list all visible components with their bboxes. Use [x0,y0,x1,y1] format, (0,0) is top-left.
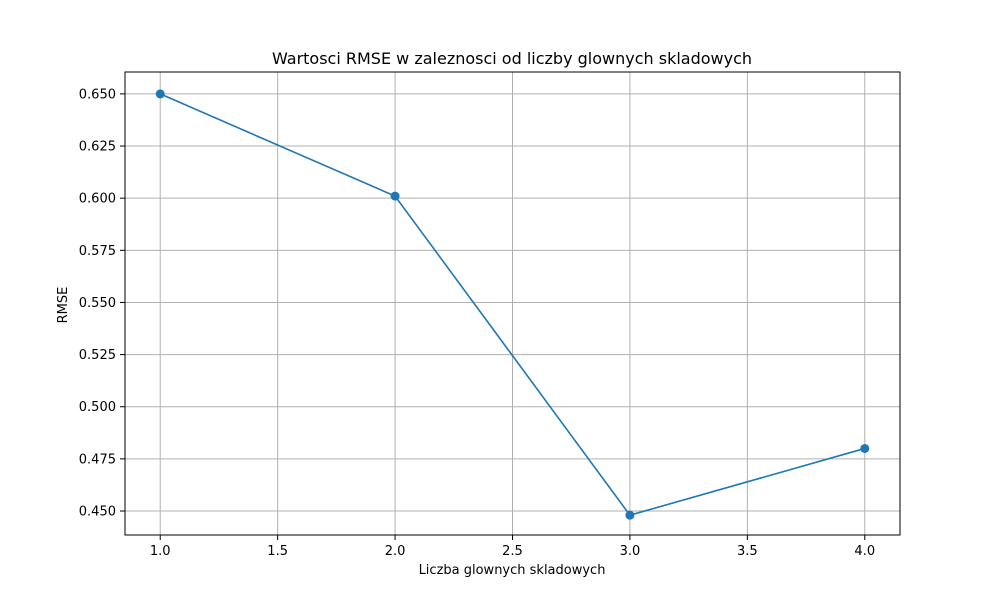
y-tick-label: 0.500 [79,400,116,415]
x-tick-label: 2.0 [385,544,406,559]
grid [125,72,900,535]
data-point [390,191,400,201]
series-line [159,93,865,517]
x-tick-label: 3.5 [737,544,758,559]
y-tick-label: 0.550 [79,296,116,311]
y-tick-label: 0.575 [79,244,116,259]
series-layer [155,89,870,520]
y-tick-label: 0.625 [79,140,116,155]
y-axis-ticks: 0.450 0.475 0.500 0.525 0.550 0.575 0.600 0.625… [79,87,125,520]
data-point [625,510,635,520]
y-tick-label: 0.600 [79,192,116,207]
chart-title: Wartosci RMSE w zaleznosci od liczby glo… [272,49,752,68]
x-tick-label: 1.0 [150,544,171,559]
x-axis-label: Liczba glownych skladowych [419,563,606,578]
y-tick-label: 0.650 [79,87,116,102]
y-tick-label: 0.450 [79,505,116,520]
x-tick-label: 4.0 [854,544,875,559]
x-tick-label: 2.5 [502,544,523,559]
y-axis-label: RMSE [56,287,71,324]
x-tick-label: 3.0 [620,544,641,559]
y-tick-label: 0.475 [79,452,116,467]
data-point [860,443,870,453]
y-tick-label: 0.525 [79,348,116,363]
x-axis-ticks: 1.0 1.5 2.0 2.5 3.0 3.5 4.0 [150,535,875,559]
x-tick-label: 1.5 [267,544,288,559]
data-point [155,89,165,99]
